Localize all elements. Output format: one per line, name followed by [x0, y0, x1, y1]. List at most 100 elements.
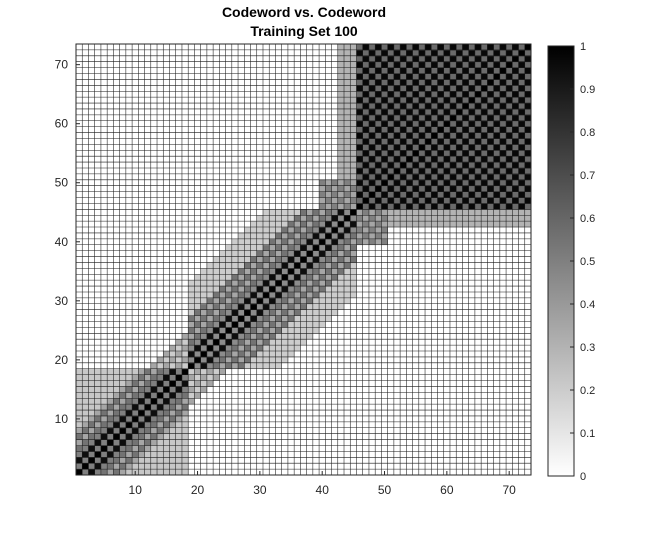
heatmap-cell: [356, 209, 364, 216]
heatmap-cell: [356, 73, 364, 80]
heatmap-cell: [362, 55, 370, 63]
heatmap-cell: [94, 463, 102, 470]
heatmap-cell: [325, 203, 332, 210]
heatmap-cell: [325, 309, 332, 316]
heatmap-cell: [337, 280, 345, 287]
heatmap-cell: [281, 309, 289, 316]
heatmap-cell: [418, 197, 426, 204]
heatmap-cell: [250, 315, 258, 322]
heatmap-cell: [506, 49, 513, 57]
heatmap-cell: [474, 55, 482, 63]
heatmap-cell: [337, 108, 345, 116]
heatmap-cell: [163, 351, 170, 358]
heatmap-cell: [474, 203, 482, 210]
heatmap-cell: [337, 79, 345, 86]
heatmap-cell: [406, 120, 413, 127]
heatmap-cell: [337, 97, 345, 104]
heatmap-cell: [462, 138, 470, 145]
heatmap-cell: [244, 351, 251, 358]
heatmap-cell: [368, 97, 376, 104]
heatmap-cell: [225, 321, 233, 328]
heatmap-cell: [281, 339, 289, 346]
heatmap-cell: [169, 457, 177, 464]
heatmap-cell: [200, 309, 208, 316]
heatmap-cell: [518, 173, 526, 181]
heatmap-cell: [100, 392, 108, 399]
heatmap-cell: [107, 392, 114, 399]
heatmap-cell: [431, 156, 438, 163]
heatmap-cell: [337, 179, 345, 187]
heatmap-cell: [412, 197, 420, 204]
heatmap-cell: [331, 309, 339, 316]
heatmap-cell: [350, 49, 357, 57]
heatmap-cell: [412, 132, 420, 139]
heatmap-cell: [506, 79, 513, 86]
heatmap-cell: [213, 333, 220, 340]
heatmap-cell: [418, 49, 426, 57]
heatmap-cell: [350, 209, 357, 216]
heatmap-cell: [113, 392, 120, 399]
heatmap-cell: [269, 286, 276, 293]
heatmap-cell: [487, 97, 494, 104]
heatmap-cell: [144, 457, 152, 464]
heatmap-cell: [462, 61, 470, 68]
heatmap-cell: [94, 433, 102, 440]
heatmap-cell: [113, 415, 120, 423]
heatmap-cell: [487, 44, 494, 51]
heatmap-cell: [100, 415, 108, 423]
heatmap-cell: [287, 333, 295, 340]
heatmap-cell: [306, 227, 314, 234]
heatmap-cell: [387, 120, 395, 127]
heatmap-cell: [82, 421, 89, 429]
heatmap-cell: [294, 315, 301, 322]
heatmap-cell: [150, 398, 158, 405]
heatmap-cell: [456, 197, 463, 204]
heatmap-cell: [350, 79, 357, 86]
heatmap-cell: [200, 356, 208, 364]
heatmap-cell: [312, 321, 320, 328]
heatmap-cell: [269, 345, 276, 352]
heatmap-cell: [344, 232, 351, 240]
heatmap-cell: [157, 433, 164, 440]
heatmap-cell: [437, 215, 445, 222]
heatmap-cell: [493, 97, 501, 104]
heatmap-cell: [375, 227, 382, 234]
heatmap-cell: [306, 209, 314, 216]
heatmap-cell: [412, 191, 420, 198]
heatmap-cell: [406, 67, 413, 74]
heatmap-cell: [188, 303, 195, 311]
heatmap-cell: [499, 61, 507, 68]
heatmap-cell: [275, 356, 283, 364]
heatmap-cell: [275, 238, 283, 246]
heatmap-cell: [107, 415, 114, 423]
heatmap-cell: [425, 55, 432, 63]
heatmap-cell: [206, 315, 214, 322]
heatmap-cell: [431, 120, 438, 127]
heatmap-cell: [375, 156, 382, 163]
heatmap-cell: [206, 274, 214, 281]
heatmap-cell: [487, 215, 494, 222]
heatmap-cell: [481, 103, 488, 110]
y-tick-label: 30: [55, 294, 69, 308]
heatmap-cell: [499, 138, 507, 145]
heatmap-cell: [150, 374, 158, 381]
heatmap-cell: [269, 215, 276, 222]
heatmap-cell: [262, 309, 270, 316]
heatmap-cell: [468, 126, 476, 133]
heatmap-cell: [337, 44, 345, 51]
heatmap-cell: [412, 221, 420, 228]
heatmap-cell: [487, 197, 494, 204]
heatmap-cell: [456, 150, 463, 157]
heatmap-cell: [362, 91, 370, 98]
heatmap-cell: [449, 73, 457, 80]
heatmap-cell: [175, 368, 183, 375]
heatmap-cell: [506, 138, 513, 145]
heatmap-cell: [269, 256, 276, 263]
heatmap-cell: [481, 191, 488, 198]
heatmap-cell: [362, 156, 370, 163]
heatmap-cell: [481, 55, 488, 63]
heatmap-cell: [76, 392, 83, 399]
heatmap-cell: [387, 79, 395, 86]
heatmap-cell: [512, 44, 519, 51]
